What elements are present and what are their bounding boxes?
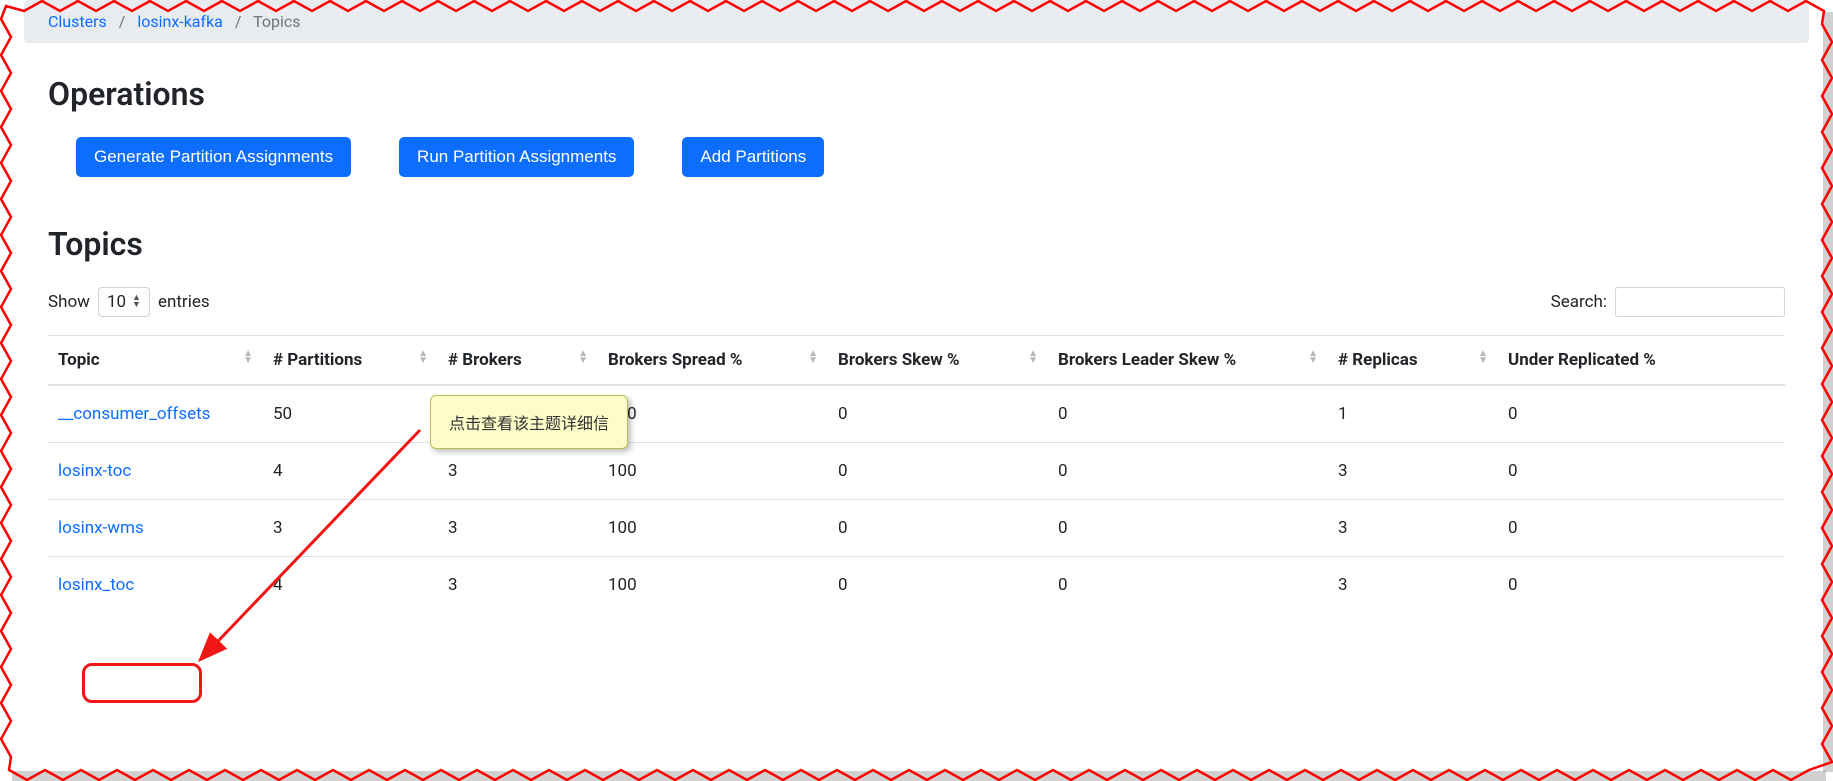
sort-icon: ▲▼ [418, 350, 428, 364]
col-under-replicated[interactable]: Under Replicated % [1498, 336, 1785, 386]
operations-buttons: Generate Partition Assignments Run Parti… [48, 137, 1785, 225]
col-partitions[interactable]: # Partitions▲▼ [263, 336, 438, 386]
sort-icon: ▲▼ [243, 350, 253, 364]
sort-icon: ▲▼ [1478, 350, 1488, 364]
sort-icon: ▲▼ [1028, 350, 1038, 364]
topics-heading: Topics [48, 225, 1785, 263]
cell-spread: 100 [598, 385, 828, 443]
cell-under: 0 [1498, 443, 1785, 500]
col-topic[interactable]: Topic▲▼ [48, 336, 263, 386]
entries-selector: Show 10 ▲▼ entries [48, 287, 210, 317]
col-replicas[interactable]: # Replicas▲▼ [1328, 336, 1498, 386]
cell-under: 0 [1498, 557, 1785, 614]
cell-leader-skew: 0 [1048, 557, 1328, 614]
entries-label: entries [158, 292, 210, 312]
cell-partitions: 4 [263, 557, 438, 614]
cell-spread: 100 [598, 557, 828, 614]
sort-icon: ▲▼ [578, 350, 588, 364]
breadcrumb-separator: / [111, 12, 134, 31]
topic-link[interactable]: losinx-toc [58, 461, 131, 481]
table-row: losinx_toc431000030 [48, 557, 1785, 614]
cell-replicas: 1 [1328, 385, 1498, 443]
col-leader-skew[interactable]: Brokers Leader Skew %▲▼ [1048, 336, 1328, 386]
cell-under: 0 [1498, 385, 1785, 443]
cell-replicas: 3 [1328, 443, 1498, 500]
cell-skew: 0 [828, 557, 1048, 614]
cell-partitions: 4 [263, 443, 438, 500]
cell-skew: 0 [828, 385, 1048, 443]
topics-table: Topic▲▼ # Partitions▲▼ # Brokers▲▼ Broke… [48, 335, 1785, 613]
cell-replicas: 3 [1328, 557, 1498, 614]
run-partition-assignments-button[interactable]: Run Partition Assignments [399, 137, 634, 177]
breadcrumb-clusters-link[interactable]: Clusters [48, 12, 107, 31]
breadcrumb-cluster-name-link[interactable]: losinx-kafka [137, 12, 223, 31]
cell-leader-skew: 0 [1048, 385, 1328, 443]
annotation-callout: 点击查看该主题详细信 [430, 395, 628, 449]
col-spread[interactable]: Brokers Spread %▲▼ [598, 336, 828, 386]
cell-leader-skew: 0 [1048, 500, 1328, 557]
search-block: Search: [1551, 287, 1785, 317]
annotation-highlight-ring [82, 663, 202, 703]
search-label: Search: [1551, 292, 1607, 312]
annotation-shadow-bottom [12, 771, 1826, 781]
cell-brokers: 3 [438, 557, 598, 614]
breadcrumb-separator: / [227, 12, 250, 31]
table-row: losinx-toc431000030 [48, 443, 1785, 500]
topic-link[interactable]: losinx-wms [58, 518, 144, 538]
topic-link[interactable]: losinx_toc [58, 575, 134, 595]
entries-select[interactable]: 10 ▲▼ [98, 287, 150, 317]
cell-replicas: 3 [1328, 500, 1498, 557]
cell-partitions: 3 [263, 500, 438, 557]
select-caret-icon: ▲▼ [132, 295, 141, 309]
breadcrumb-current: Topics [253, 12, 300, 31]
cell-leader-skew: 0 [1048, 443, 1328, 500]
entries-value: 10 [107, 292, 126, 312]
show-label: Show [48, 292, 90, 312]
cell-spread: 100 [598, 443, 828, 500]
sort-icon: ▲▼ [1308, 350, 1318, 364]
operations-heading: Operations [48, 75, 1785, 113]
cell-under: 0 [1498, 500, 1785, 557]
table-row: __consumer_offsets5031000010 [48, 385, 1785, 443]
cell-skew: 0 [828, 500, 1048, 557]
breadcrumb: Clusters / losinx-kafka / Topics [24, 0, 1809, 43]
generate-partition-assignments-button[interactable]: Generate Partition Assignments [76, 137, 351, 177]
sort-icon: ▲▼ [808, 350, 818, 364]
col-skew[interactable]: Brokers Skew %▲▼ [828, 336, 1048, 386]
cell-brokers: 3 [438, 500, 598, 557]
add-partitions-button[interactable]: Add Partitions [682, 137, 824, 177]
cell-brokers: 3 [438, 443, 598, 500]
table-row: losinx-wms331000030 [48, 500, 1785, 557]
cell-skew: 0 [828, 443, 1048, 500]
annotation-shadow-right [1823, 12, 1833, 772]
col-brokers[interactable]: # Brokers▲▼ [438, 336, 598, 386]
topic-link[interactable]: __consumer_offsets [58, 404, 210, 424]
search-input[interactable] [1615, 287, 1785, 317]
cell-partitions: 50 [263, 385, 438, 443]
cell-spread: 100 [598, 500, 828, 557]
